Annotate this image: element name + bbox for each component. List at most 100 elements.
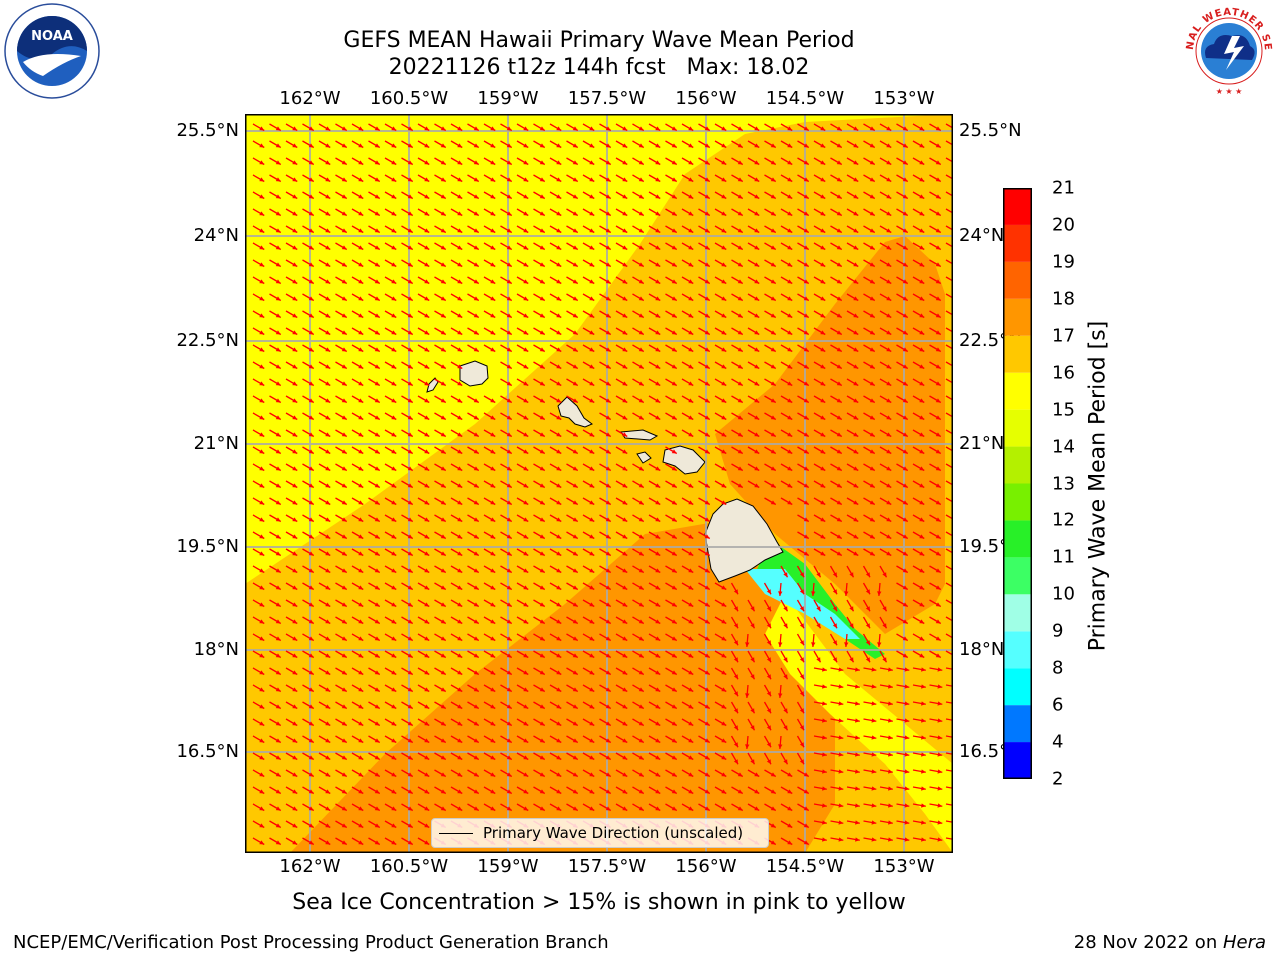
wave-arrow-head [292,483,298,488]
wave-arrow-head [440,228,446,233]
wave-arrow-head [259,449,265,454]
wave-arrow-head [919,143,925,148]
wave-arrow-head [275,313,281,318]
wave-arrow-head [424,602,430,607]
wave-arrow-head [275,500,281,505]
wave-arrow-head [325,789,331,794]
wave-arrow-head [506,211,512,216]
lon-tick-top: 162°W [279,88,341,109]
colorbar-segment [1003,668,1032,706]
wave-arrow-head [374,738,380,743]
wave-arrow-head [622,755,628,760]
wave-arrow-head [799,640,804,646]
wave-arrow-head [523,500,529,505]
niihau-island [426,377,439,393]
wave-arrow-head [325,687,331,692]
wave-arrow-head [886,228,892,233]
lon-tick-bottom: 156°W [675,856,737,877]
wave-arrow-head [556,330,562,335]
wave-arrow-head [275,789,281,794]
wave-arrow-head [671,211,677,216]
wave-arrow-head [539,449,545,454]
colorbar-segment [1003,224,1032,262]
wave-arrow-head [259,381,265,386]
wave-arrow-head [556,687,562,692]
wave-arrow-head [638,772,644,777]
wave-arrow-head [605,687,611,692]
wave-arrow-head [556,653,562,658]
wave-arrow-head [887,701,893,706]
wave-arrow-head [605,585,611,590]
wave-arrow-head [325,653,331,658]
wave-arrow-head [935,177,941,182]
wave-arrow-head [721,619,727,624]
wave-arrow-head [655,483,661,488]
wave-arrow-head [721,415,727,420]
wave-arrow-head [424,381,430,386]
wave-arrow-head [787,313,793,318]
wave-arrow-head [308,160,314,165]
wave-arrow-head [391,687,397,692]
wave-arrow-head [605,279,611,284]
wave-arrow-head [325,466,331,471]
wave-arrow-head [920,769,926,774]
wave-arrow-head [407,806,413,811]
wave-arrow-head [671,245,677,250]
wave-arrow-head [490,568,496,573]
wave-arrow-head [308,738,314,743]
colorbar-tick: 20 [1052,214,1075,236]
colorbar-segment [1003,557,1032,595]
wave-arrow-head [787,840,793,845]
wave-arrow-head [671,534,677,539]
wave-arrow-head [539,143,545,148]
wave-arrow-head [688,721,694,726]
wave-arrow-head [754,160,760,165]
wave-arrow-head [766,759,771,765]
wave-arrow-head [539,279,545,284]
wave-arrow-head [737,126,743,131]
wave-arrow-head [457,347,463,352]
wave-arrow-head [787,160,793,165]
wave-arrow-head [523,296,529,301]
wave-arrow-head [506,806,512,811]
wave-arrow-head [869,381,875,386]
wave-arrow-head [865,657,870,663]
wave-arrow-head [407,840,413,845]
wave-arrow-head [259,619,265,624]
wave-arrow-head [490,194,496,199]
wave-arrow-head [919,534,925,539]
wave-arrow-head [655,551,661,556]
svg-text:★ ★ ★: ★ ★ ★ [1216,87,1243,96]
wave-arrow-head [341,704,347,709]
wave-arrow-head [374,398,380,403]
wave-arrow-head [275,636,281,641]
wave-arrow-head [799,657,804,663]
wave-arrow-head [259,840,265,845]
wave-arrow-head [424,483,430,488]
wave-arrow-head [374,245,380,250]
wave-arrow-head [803,823,809,828]
wave-arrow-head [325,398,331,403]
wave-arrow-head [424,789,430,794]
wave-arrow-head [869,364,875,369]
wave-arrow-head [556,568,562,573]
wave-arrow-head [589,721,595,726]
wave-arrow-head [655,143,661,148]
wave-arrow-head [853,381,859,386]
wave-arrow-head [737,483,743,488]
wave-arrow-head [391,347,397,352]
wave-arrow-head [803,517,809,522]
wave-arrow-head [886,262,892,267]
wave-arrow-head [721,194,727,199]
lat-tick-left: 18°N [193,639,239,660]
wave-arrow-head [704,670,710,675]
wave-arrow-head [292,619,298,624]
wave-arrow-head [308,347,314,352]
wave-arrow-head [820,211,826,216]
wave-arrow-head [556,194,562,199]
wave-arrow-head [919,636,925,641]
wave-arrow-head [605,704,611,709]
wave-arrow-head [440,670,446,675]
wave-arrow-head [754,772,760,777]
wave-arrow-head [688,806,694,811]
